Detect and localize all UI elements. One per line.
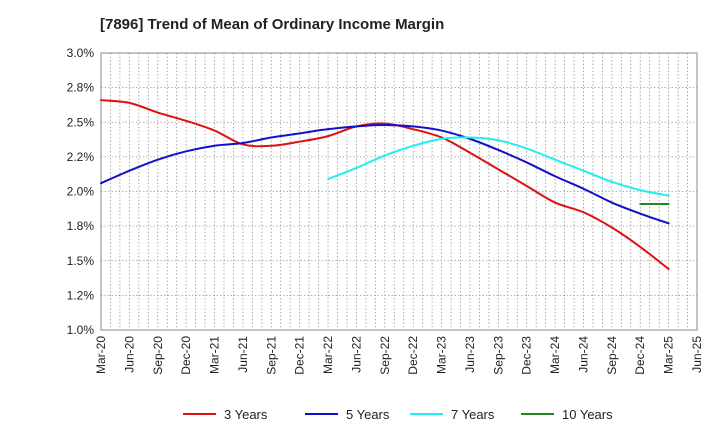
y-tick-label: 1.5% (67, 254, 95, 268)
plot-frame (100, 52, 698, 331)
series-line-1 (100, 99, 670, 271)
x-tick-label: Mar-23 (435, 336, 449, 374)
y-tick-label: 3.0% (67, 46, 95, 60)
legend-label: 7 Years (451, 407, 495, 422)
legend-item-3: 7 Years (410, 407, 495, 422)
y-tick-label: 2.0% (67, 185, 95, 199)
x-tick-label: Mar-21 (208, 336, 222, 374)
series-line-2 (100, 124, 670, 225)
chart-grid (100, 52, 698, 331)
series-line-3 (327, 136, 670, 197)
x-tick-label: Jun-21 (236, 336, 250, 373)
x-tick-label: Sep-21 (264, 336, 278, 375)
x-tick-label: Dec-23 (520, 336, 534, 375)
x-tick-label: Sep-23 (491, 336, 505, 375)
legend-label: 3 Years (224, 407, 268, 422)
legend: 3 Years 5 Years 7 Years 10 Years (183, 407, 613, 422)
x-tick-label: Dec-24 (633, 336, 647, 375)
x-tick-label: Sep-22 (378, 336, 392, 375)
x-tick-label: Sep-20 (151, 336, 165, 375)
x-tick-label: Mar-24 (548, 336, 562, 374)
x-tick-label: Mar-20 (94, 336, 108, 374)
y-tick-label: 2.8% (67, 81, 95, 95)
x-tick-label: Mar-22 (321, 336, 335, 374)
x-tick-label: Dec-22 (406, 336, 420, 375)
x-tick-label: Mar-25 (662, 336, 676, 374)
y-tick-label: 2.5% (67, 115, 95, 129)
x-tick-label: Dec-20 (179, 336, 193, 375)
legend-item-4: 10 Years (521, 407, 613, 422)
y-tick-label: 1.8% (67, 219, 95, 233)
y-tick-label: 2.2% (67, 150, 95, 164)
y-tick-label: 1.2% (67, 288, 95, 302)
x-tick-label: Jun-24 (576, 336, 590, 373)
y-axis-ticks: 1.0% 1.2% 1.5% 1.8% 2.0% 2.2% 2.5% 2.8% 3.0% (67, 46, 95, 337)
x-tick-label: Jun-20 (122, 336, 136, 373)
y-tick-label: 1.0% (67, 323, 95, 337)
legend-label: 5 Years (346, 407, 390, 422)
x-tick-label: Dec-21 (293, 336, 307, 375)
chart-title: [7896] Trend of Mean of Ordinary Income … (100, 16, 445, 33)
x-tick-label: Sep-24 (605, 336, 619, 375)
x-tick-label: Jun-23 (463, 336, 477, 373)
x-tick-label: Jun-25 (690, 336, 704, 373)
legend-item-1: 3 Years (183, 407, 268, 422)
series-lines (100, 99, 670, 271)
legend-label: 10 Years (562, 407, 613, 422)
x-tick-label: Jun-22 (349, 336, 363, 373)
x-axis-ticks: Mar-20 Jun-20 Sep-20 Dec-20 Mar-21 Jun-21 Sep-… (94, 336, 704, 375)
legend-item-2: 5 Years (305, 407, 390, 422)
